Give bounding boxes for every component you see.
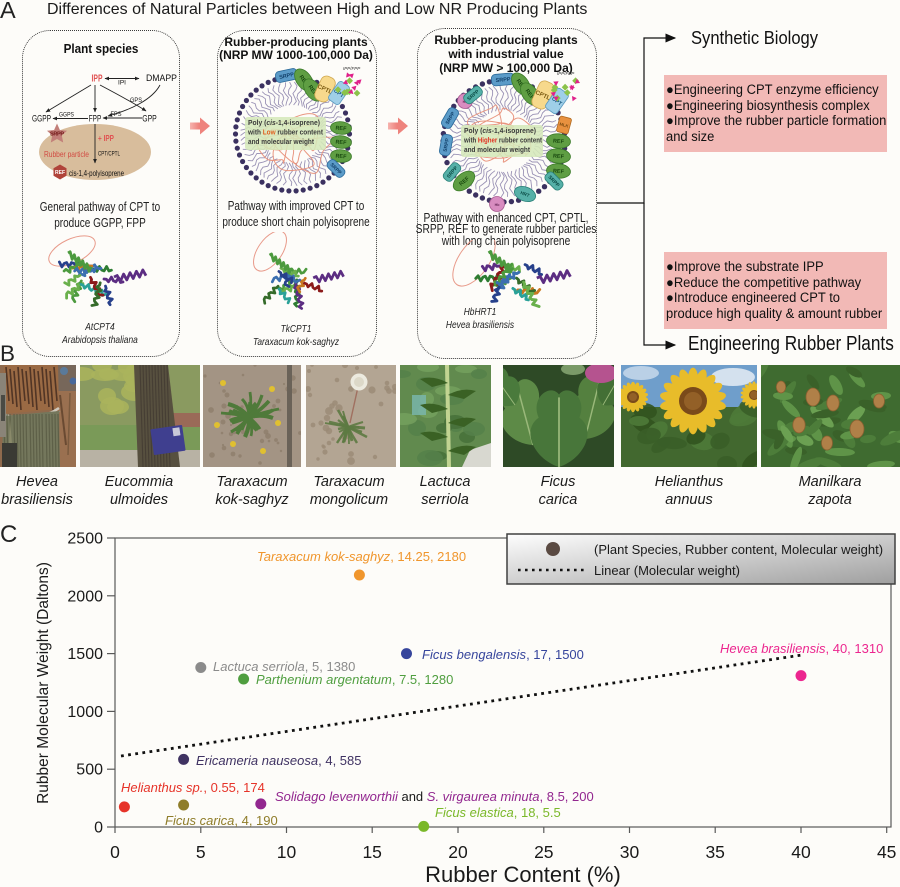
svg-text:Rubber Content (%): Rubber Content (%) bbox=[425, 862, 621, 887]
svg-text:0: 0 bbox=[94, 820, 103, 837]
svg-text:FPP: FPP bbox=[89, 114, 102, 124]
svg-text:GPS: GPS bbox=[130, 97, 143, 104]
svg-text:REF: REF bbox=[55, 170, 65, 176]
svg-text:30: 30 bbox=[620, 842, 640, 862]
svg-text:REF: REF bbox=[335, 153, 347, 160]
svg-text:and molecular weight: and molecular weight bbox=[248, 137, 314, 146]
svg-text:Poly (cis-1,4-isoprene): Poly (cis-1,4-isoprene) bbox=[464, 126, 536, 135]
svg-text:Taraxacum kok-saghyz, 14.25, 2: Taraxacum kok-saghyz, 14.25, 2180 bbox=[257, 549, 466, 564]
svg-text:REF: REF bbox=[515, 78, 527, 91]
svg-text:REF: REF bbox=[524, 88, 536, 101]
svg-text:2000: 2000 bbox=[67, 588, 103, 605]
svg-text:SRPP: SRPP bbox=[279, 72, 295, 81]
svg-text:Ficus elastica, 18, 5.5: Ficus elastica, 18, 5.5 bbox=[435, 805, 561, 820]
svg-text:+ IPP: + IPP bbox=[98, 133, 114, 143]
svg-text:CPT: CPT bbox=[332, 88, 345, 100]
svg-text:Rubber Molecular Weight (Dalto: Rubber Molecular Weight (Daltons) bbox=[35, 562, 52, 804]
svg-text:Ericameria nauseosa, 4, 585: Ericameria nauseosa, 4, 585 bbox=[196, 753, 362, 768]
svg-text:SRPP: SRPP bbox=[50, 132, 64, 138]
svg-text:Helianthus sp., 0.55, 174: Helianthus sp., 0.55, 174 bbox=[121, 780, 265, 795]
svg-text:40: 40 bbox=[791, 842, 811, 862]
svg-text:2500: 2500 bbox=[67, 531, 103, 548]
svg-text:REF: REF bbox=[307, 84, 319, 97]
svg-text:Ficus carica, 4, 190: Ficus carica, 4, 190 bbox=[165, 813, 278, 828]
svg-text:with Low rubber content: with Low rubber content bbox=[247, 128, 323, 137]
svg-text:Solidago levenworthii and S. v: Solidago levenworthii and S. virgaurea m… bbox=[275, 789, 594, 804]
svg-text:10: 10 bbox=[277, 842, 297, 862]
svg-text:1500: 1500 bbox=[67, 646, 103, 663]
svg-text:Rubber particle: Rubber particle bbox=[44, 149, 89, 159]
svg-text:CPT: CPT bbox=[550, 96, 563, 108]
svg-text:500: 500 bbox=[76, 762, 103, 779]
svg-text:GPP: GPP bbox=[142, 114, 157, 124]
svg-text:IPI: IPI bbox=[118, 80, 126, 87]
svg-text:Linear (Molecular weight): Linear (Molecular weight) bbox=[594, 563, 740, 578]
svg-text:15: 15 bbox=[362, 842, 381, 862]
svg-text:(Plant Species, Rubber content: (Plant Species, Rubber content, Molecula… bbox=[594, 542, 883, 557]
svg-text:IPP/FPP: IPP/FPP bbox=[557, 71, 574, 76]
svg-text:Hb: Hb bbox=[495, 203, 501, 207]
svg-text:MLK: MLK bbox=[559, 121, 569, 128]
svg-text:45: 45 bbox=[877, 842, 896, 862]
svg-text:cis-1,4-polyisoprene: cis-1,4-polyisoprene bbox=[69, 169, 124, 178]
svg-text:SRPP: SRPP bbox=[495, 77, 511, 84]
svg-text:CPT/CPTL: CPT/CPTL bbox=[98, 151, 120, 158]
svg-text:35: 35 bbox=[705, 842, 724, 862]
svg-text:REF: REF bbox=[553, 153, 565, 160]
svg-text:and molecular weight: and molecular weight bbox=[464, 145, 530, 154]
svg-text:GGPS: GGPS bbox=[59, 112, 75, 119]
svg-text:REF: REF bbox=[335, 139, 347, 146]
svg-text:HRT: HRT bbox=[520, 190, 531, 198]
svg-text:SRPP: SRPP bbox=[443, 137, 451, 152]
svg-text:25: 25 bbox=[534, 842, 553, 862]
svg-text:REF: REF bbox=[553, 138, 565, 145]
svg-text:Parthenium argentatum, 7.5, 12: Parthenium argentatum, 7.5, 1280 bbox=[256, 672, 453, 687]
svg-text:GGPP: GGPP bbox=[32, 114, 51, 124]
svg-text:with Higher rubber content: with Higher rubber content bbox=[463, 136, 542, 145]
svg-text:Hevea brasiliensis, 40, 1310: Hevea brasiliensis, 40, 1310 bbox=[720, 641, 883, 656]
svg-text:20: 20 bbox=[448, 842, 468, 862]
svg-text:5: 5 bbox=[196, 842, 206, 862]
svg-text:Ficus bengalensis, 17, 1500: Ficus bengalensis, 17, 1500 bbox=[422, 647, 584, 662]
svg-text:DMAPP: DMAPP bbox=[146, 73, 177, 83]
svg-text:IPP/FPP: IPP/FPP bbox=[343, 66, 360, 71]
svg-text:REF: REF bbox=[298, 74, 310, 87]
svg-text:1000: 1000 bbox=[67, 704, 103, 721]
svg-text:IPP: IPP bbox=[92, 74, 103, 85]
svg-text:0: 0 bbox=[110, 842, 120, 862]
svg-text:REF: REF bbox=[335, 125, 347, 132]
svg-text:Poly (cis-1,4-isoprene): Poly (cis-1,4-isoprene) bbox=[248, 118, 320, 127]
svg-text:FPS: FPS bbox=[111, 111, 123, 118]
svg-text:Lactuca serriola, 5, 1380: Lactuca serriola, 5, 1380 bbox=[213, 659, 355, 674]
svg-text:REF: REF bbox=[553, 168, 565, 175]
